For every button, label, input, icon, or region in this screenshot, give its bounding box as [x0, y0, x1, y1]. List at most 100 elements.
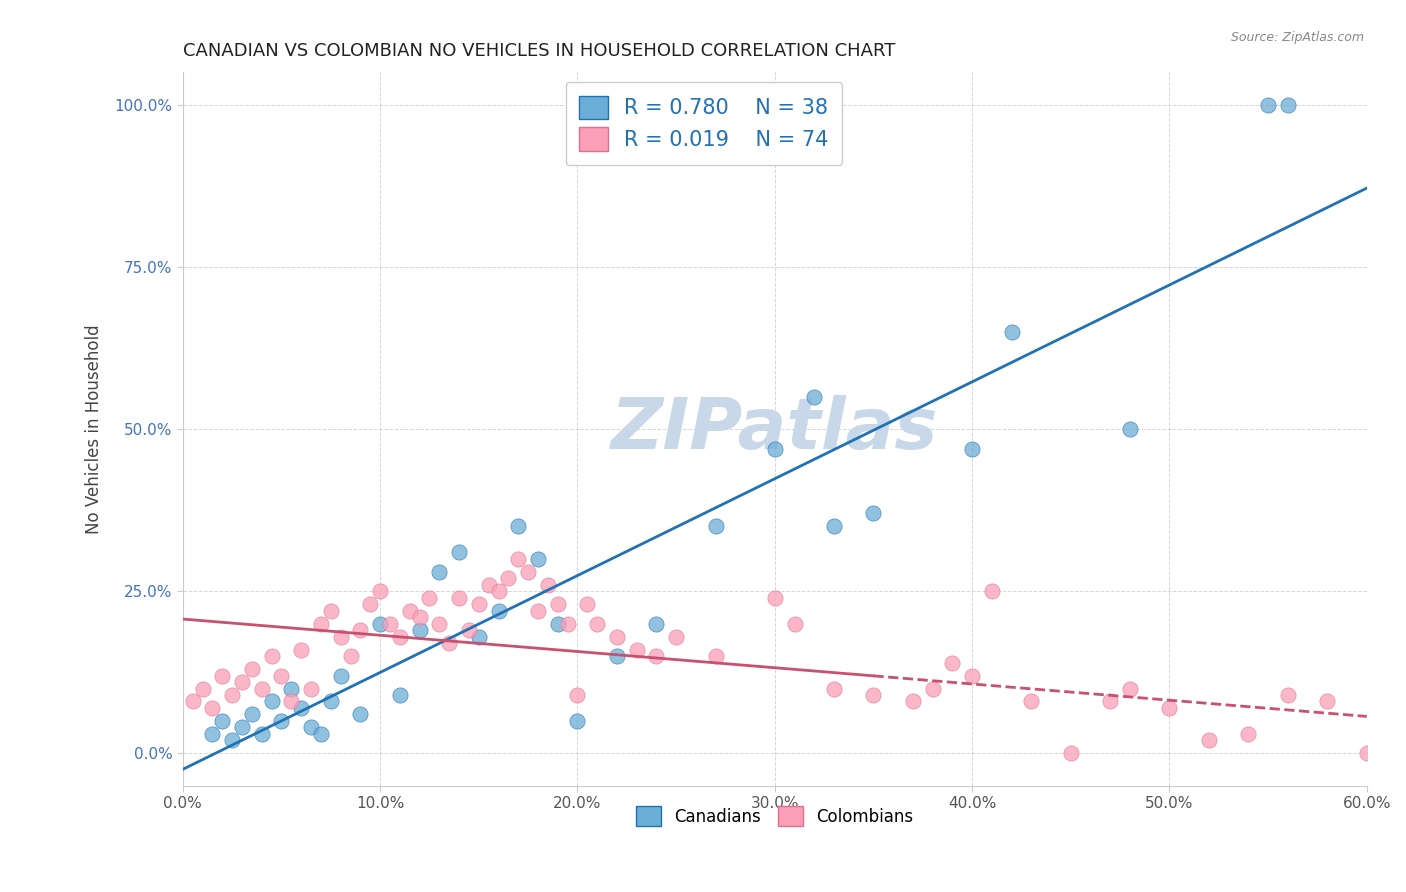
Colombians	[921, 681, 943, 696]
Canadians	[349, 707, 371, 722]
Text: CANADIAN VS COLOMBIAN NO VEHICLES IN HOUSEHOLD CORRELATION CHART: CANADIAN VS COLOMBIAN NO VEHICLES IN HOU…	[183, 42, 896, 60]
Canadians	[290, 701, 312, 715]
Colombians	[181, 694, 204, 708]
Canadians	[449, 545, 471, 559]
Canadians	[240, 707, 263, 722]
Colombians	[418, 591, 440, 605]
Colombians	[280, 694, 302, 708]
Colombians	[901, 694, 924, 708]
Colombians	[626, 642, 648, 657]
Colombians	[349, 623, 371, 637]
Colombians	[665, 630, 688, 644]
Colombians	[201, 701, 224, 715]
Colombians	[378, 616, 401, 631]
Colombians	[823, 681, 845, 696]
Canadians	[508, 519, 530, 533]
Legend: Canadians, Colombians: Canadians, Colombians	[628, 797, 922, 835]
Colombians	[368, 584, 391, 599]
Colombians	[468, 597, 491, 611]
Canadians	[488, 604, 510, 618]
Canadians	[606, 649, 628, 664]
Colombians	[388, 630, 411, 644]
Canadians	[201, 727, 224, 741]
Colombians	[557, 616, 579, 631]
Canadians	[319, 694, 342, 708]
Colombians	[329, 630, 352, 644]
Text: ZIPatlas: ZIPatlas	[612, 394, 938, 464]
Colombians	[427, 616, 450, 631]
Canadians	[1277, 98, 1299, 112]
Colombians	[1159, 701, 1181, 715]
Colombians	[398, 604, 420, 618]
Colombians	[231, 675, 253, 690]
Colombians	[408, 610, 430, 624]
Colombians	[211, 668, 233, 682]
Canadians	[960, 442, 983, 456]
Colombians	[704, 649, 727, 664]
Colombians	[221, 688, 243, 702]
Canadians	[763, 442, 786, 456]
Text: Source: ZipAtlas.com: Source: ZipAtlas.com	[1230, 31, 1364, 45]
Canadians	[260, 694, 283, 708]
Colombians	[1316, 694, 1339, 708]
Colombians	[1355, 747, 1378, 761]
Canadians	[329, 668, 352, 682]
Colombians	[498, 571, 520, 585]
Colombians	[547, 597, 569, 611]
Canadians	[408, 623, 430, 637]
Canadians	[250, 727, 273, 741]
Canadians	[1119, 422, 1142, 436]
Canadians	[221, 733, 243, 747]
Canadians	[231, 720, 253, 734]
Colombians	[270, 668, 292, 682]
Canadians	[862, 507, 884, 521]
Colombians	[449, 591, 471, 605]
Colombians	[645, 649, 668, 664]
Canadians	[211, 714, 233, 728]
Canadians	[823, 519, 845, 533]
Colombians	[299, 681, 322, 696]
Canadians	[547, 616, 569, 631]
Colombians	[567, 688, 589, 702]
Canadians	[368, 616, 391, 631]
Colombians	[1237, 727, 1260, 741]
Colombians	[862, 688, 884, 702]
Colombians	[458, 623, 481, 637]
Colombians	[1198, 733, 1220, 747]
Canadians	[1000, 325, 1022, 339]
Colombians	[517, 565, 540, 579]
Colombians	[1395, 739, 1406, 754]
Canadians	[309, 727, 332, 741]
Canadians	[299, 720, 322, 734]
Colombians	[191, 681, 214, 696]
Canadians	[803, 390, 825, 404]
Colombians	[606, 630, 628, 644]
Colombians	[250, 681, 273, 696]
Colombians	[537, 578, 560, 592]
Canadians	[280, 681, 302, 696]
Colombians	[339, 649, 361, 664]
Canadians	[388, 688, 411, 702]
Colombians	[960, 668, 983, 682]
Colombians	[1119, 681, 1142, 696]
Colombians	[1060, 747, 1083, 761]
Canadians	[427, 565, 450, 579]
Colombians	[240, 662, 263, 676]
Canadians	[704, 519, 727, 533]
Colombians	[586, 616, 609, 631]
Colombians	[1099, 694, 1122, 708]
Colombians	[576, 597, 599, 611]
Colombians	[763, 591, 786, 605]
Canadians	[645, 616, 668, 631]
Colombians	[527, 604, 550, 618]
Canadians	[1257, 98, 1279, 112]
Colombians	[783, 616, 806, 631]
Colombians	[941, 656, 963, 670]
Colombians	[319, 604, 342, 618]
Colombians	[290, 642, 312, 657]
Colombians	[260, 649, 283, 664]
Colombians	[437, 636, 460, 650]
Colombians	[980, 584, 1002, 599]
Canadians	[527, 551, 550, 566]
Colombians	[488, 584, 510, 599]
